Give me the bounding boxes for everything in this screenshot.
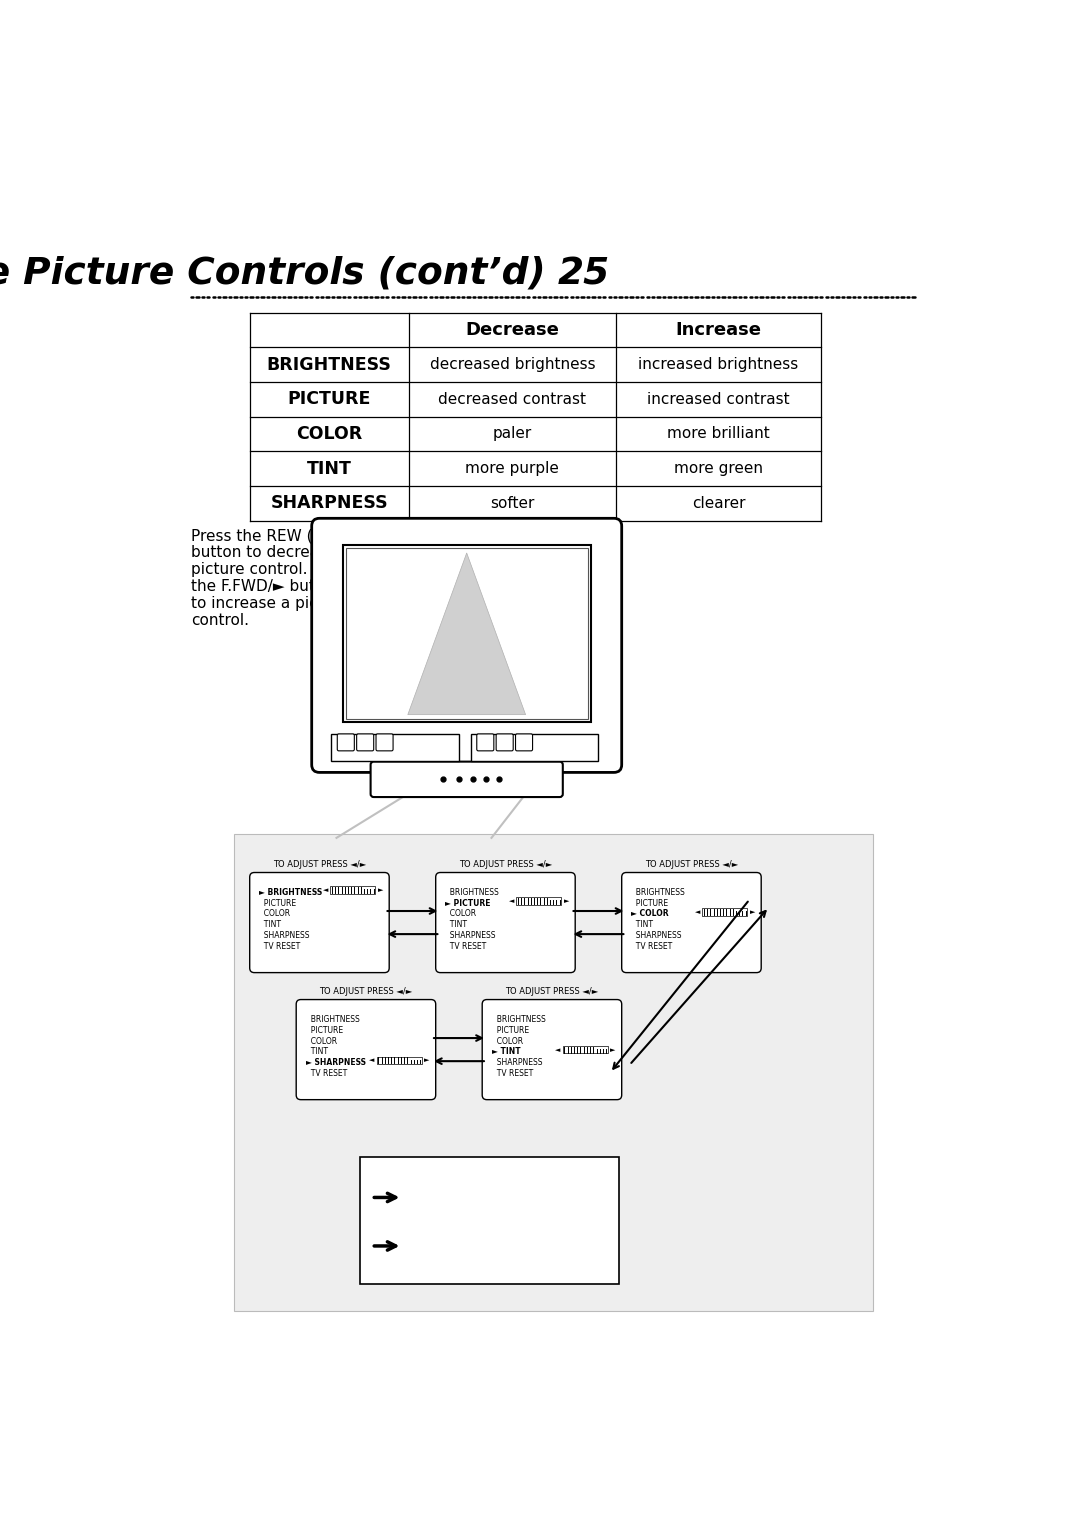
FancyBboxPatch shape (249, 872, 389, 973)
FancyBboxPatch shape (356, 733, 374, 750)
FancyBboxPatch shape (337, 733, 354, 750)
Text: clearer: clearer (692, 495, 745, 510)
Text: BRIGHTNESS: BRIGHTNESS (491, 1015, 545, 1024)
Text: increased brightness: increased brightness (638, 358, 799, 373)
FancyBboxPatch shape (515, 733, 532, 750)
Text: SHARPNESS: SHARPNESS (445, 931, 496, 940)
Text: more green: more green (674, 461, 764, 477)
Text: ► COLOR: ► COLOR (631, 909, 669, 918)
Text: button to decrease a: button to decrease a (191, 545, 351, 561)
FancyBboxPatch shape (482, 999, 622, 1100)
Text: the F.FWD/► button: the F.FWD/► button (191, 579, 340, 594)
Text: ►: ► (378, 888, 383, 894)
Text: ►: ► (750, 909, 755, 915)
Text: ► BRIGHTNESS: ► BRIGHTNESS (259, 888, 322, 897)
Text: ◄: ◄ (694, 909, 700, 915)
Text: TO ADJUST PRESS ◄/►: TO ADJUST PRESS ◄/► (273, 860, 366, 869)
FancyBboxPatch shape (435, 872, 576, 973)
Text: to increase a picture: to increase a picture (191, 596, 349, 611)
Text: TINT: TINT (445, 920, 467, 929)
Text: SHARPNESS: SHARPNESS (631, 931, 681, 940)
Text: COLOR: COLOR (445, 909, 476, 918)
Text: more brilliant: more brilliant (667, 426, 770, 442)
Text: BRIGHTNESS: BRIGHTNESS (631, 888, 685, 897)
Text: ◄: ◄ (509, 898, 514, 905)
Text: ► TINT: ► TINT (491, 1047, 521, 1056)
Text: TO ADJUST PRESS ◄/►: TO ADJUST PRESS ◄/► (320, 987, 413, 996)
Text: SHARPNESS: SHARPNESS (270, 494, 388, 512)
Text: button: button (411, 1206, 476, 1224)
Text: COLOR: COLOR (491, 1036, 523, 1045)
Text: BRIGHTNESS: BRIGHTNESS (445, 888, 499, 897)
Text: TO ADJUST PRESS ◄/►: TO ADJUST PRESS ◄/► (645, 860, 738, 869)
Text: TO ADJUST PRESS ◄/►: TO ADJUST PRESS ◄/► (459, 860, 552, 869)
Text: ◄: ◄ (555, 1047, 561, 1053)
Polygon shape (408, 553, 526, 715)
Text: Press the REW (ind)/◄: Press the REW (ind)/◄ (191, 529, 359, 544)
Bar (360, 1157, 619, 1285)
Text: TV RESET: TV RESET (306, 1070, 347, 1077)
Text: COLOR: COLOR (306, 1036, 337, 1045)
Text: TV RESET: TV RESET (445, 941, 486, 950)
Text: COLOR: COLOR (259, 909, 291, 918)
Text: PICTURE: PICTURE (631, 898, 669, 908)
Text: control.: control. (191, 613, 248, 628)
Text: TINT: TINT (306, 1047, 327, 1056)
Text: ◄: ◄ (323, 888, 328, 894)
FancyBboxPatch shape (296, 999, 435, 1100)
Bar (330, 886, 375, 894)
Bar (377, 1056, 422, 1063)
Text: TINT: TINT (259, 920, 281, 929)
Text: ►: ► (564, 898, 569, 905)
Bar (346, 549, 588, 720)
Text: ►: ► (610, 1047, 616, 1053)
Text: Adjusting the Picture Controls (cont’d): Adjusting the Picture Controls (cont’d) (0, 257, 545, 292)
Bar (332, 733, 459, 761)
Text: paler: paler (492, 426, 532, 442)
Text: ◄: ◄ (369, 1057, 375, 1063)
FancyBboxPatch shape (370, 761, 563, 798)
Text: PICTURE: PICTURE (491, 1025, 528, 1034)
Bar (471, 733, 598, 761)
Text: more purple: more purple (465, 461, 559, 477)
Text: TV RESET: TV RESET (259, 941, 300, 950)
Text: Press the PLAY/▲: Press the PLAY/▲ (411, 1235, 598, 1254)
Bar (234, 834, 873, 1311)
Text: TINT: TINT (307, 460, 352, 478)
Text: decreased contrast: decreased contrast (438, 391, 586, 406)
Text: PICTURE: PICTURE (287, 390, 370, 408)
FancyBboxPatch shape (476, 733, 494, 750)
Text: ► SHARPNESS: ► SHARPNESS (306, 1057, 365, 1067)
Text: decreased brightness: decreased brightness (430, 358, 595, 373)
Text: increased contrast: increased contrast (647, 391, 789, 406)
FancyBboxPatch shape (376, 733, 393, 750)
Text: SHARPNESS: SHARPNESS (259, 931, 310, 940)
Text: 25: 25 (557, 257, 609, 292)
Text: softer: softer (490, 495, 535, 510)
Text: TINT: TINT (631, 920, 653, 929)
Text: button: button (411, 1253, 476, 1273)
Text: ► PICTURE: ► PICTURE (445, 898, 490, 908)
Text: TO ADJUST PRESS ◄/►: TO ADJUST PRESS ◄/► (505, 987, 598, 996)
Text: picture control. Press: picture control. Press (191, 562, 353, 578)
Text: Press the STOP/▼: Press the STOP/▼ (411, 1186, 603, 1206)
Bar (516, 897, 562, 905)
Bar (702, 908, 747, 915)
Bar (563, 1045, 608, 1053)
FancyBboxPatch shape (312, 518, 622, 773)
Text: Increase: Increase (676, 321, 761, 339)
Text: PICTURE: PICTURE (306, 1025, 342, 1034)
FancyBboxPatch shape (496, 733, 513, 750)
Text: BRIGHTNESS: BRIGHTNESS (267, 356, 392, 374)
FancyBboxPatch shape (622, 872, 761, 973)
Text: SHARPNESS: SHARPNESS (491, 1057, 542, 1067)
Bar (342, 545, 591, 723)
Text: PICTURE: PICTURE (259, 898, 296, 908)
Text: TV RESET: TV RESET (631, 941, 672, 950)
Text: COLOR: COLOR (296, 425, 362, 443)
Text: ►: ► (424, 1057, 430, 1063)
Text: Decrease: Decrease (465, 321, 559, 339)
Text: BRIGHTNESS: BRIGHTNESS (306, 1015, 360, 1024)
Text: TV RESET: TV RESET (491, 1070, 532, 1077)
